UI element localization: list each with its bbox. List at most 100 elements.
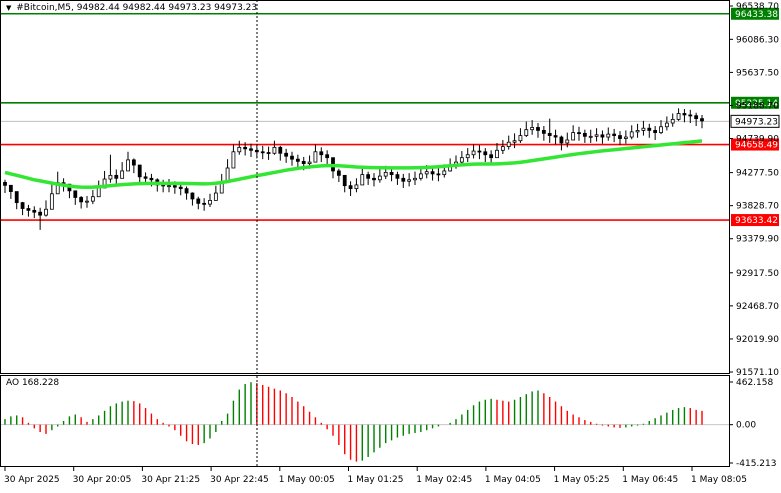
candle-body xyxy=(588,135,593,138)
candle-body xyxy=(3,181,7,186)
candle-body xyxy=(688,114,693,117)
candle-body xyxy=(682,113,687,116)
candle-body xyxy=(178,186,183,190)
candle-body xyxy=(196,198,201,204)
candle-body xyxy=(606,133,611,138)
candle-body xyxy=(670,118,675,124)
time-tick-label: 30 Apr 2025 xyxy=(4,475,60,485)
candle-body xyxy=(90,196,95,202)
candle-body xyxy=(149,177,154,181)
candle-body xyxy=(483,151,488,156)
candle-body xyxy=(495,149,499,159)
candle-body xyxy=(237,146,242,153)
candle-body xyxy=(594,134,599,137)
candle-body xyxy=(85,200,89,203)
candle-body xyxy=(694,115,699,120)
price-tick-label: 94739.90 xyxy=(736,135,779,145)
level-price-label: 93633.42 xyxy=(735,216,778,226)
candle-body xyxy=(14,191,19,204)
candle-body xyxy=(137,164,142,178)
price-tick-label: 93828.70 xyxy=(736,202,779,212)
moving-average-series xyxy=(4,139,703,190)
candle-body xyxy=(202,202,207,205)
candle-body xyxy=(32,209,37,213)
candle-body xyxy=(172,185,177,188)
ao-tick-label: -415.213 xyxy=(736,459,776,469)
candle-body xyxy=(167,185,171,188)
candle-body xyxy=(313,151,318,163)
price-tick-label: 96086.30 xyxy=(736,35,779,45)
candle-body xyxy=(190,192,195,200)
level-price-tag xyxy=(731,214,779,227)
candle-body xyxy=(512,140,517,143)
candle-body xyxy=(260,151,265,154)
candle-body xyxy=(547,132,552,136)
last-price-label: 94973.23 xyxy=(735,117,778,127)
candle-body xyxy=(541,130,546,134)
candle-body xyxy=(553,135,558,138)
price-tick-label: 96538.70 xyxy=(736,2,779,12)
candle-body xyxy=(295,158,300,162)
candle-body xyxy=(647,127,652,131)
moving-average-line xyxy=(4,139,703,190)
candle-body xyxy=(700,118,704,122)
ohlc-values: 94982.44 94982.44 94973.23 94973.23 xyxy=(76,3,258,13)
time-tick-label: 1 May 08:05 xyxy=(691,475,747,485)
horizontal-levels: 96433.38 95225.14 94658.49 93633.42 94973.23 xyxy=(1,7,780,227)
ao-chart-frame xyxy=(0,375,730,467)
candle-body xyxy=(108,174,113,180)
candle-body xyxy=(477,150,482,153)
candle-body xyxy=(577,132,581,135)
candle-body xyxy=(530,127,535,131)
candle-body xyxy=(79,197,84,203)
ao-indicator-label: AO 168.228 xyxy=(6,378,60,388)
price-tick-label: 95188.70 xyxy=(736,101,779,111)
candle-body xyxy=(377,175,382,181)
candle-body xyxy=(407,179,412,182)
candle-body xyxy=(278,146,283,154)
candle-body xyxy=(38,211,43,216)
candle-body xyxy=(424,171,429,175)
candle-body xyxy=(623,136,628,139)
dropdown-arrow-icon[interactable]: ▼ xyxy=(6,4,12,12)
candle-body xyxy=(249,148,253,151)
candle-body xyxy=(436,173,441,176)
candle-body xyxy=(518,135,523,142)
candle-body xyxy=(254,149,259,153)
candle-body xyxy=(676,113,681,120)
time-axis: 30 Apr 2025 30 Apr 20:05 30 Apr 21:25 30 Ap… xyxy=(4,467,747,485)
time-tick-label: 1 May 00:05 xyxy=(279,475,335,485)
price-tick-label: 95637.50 xyxy=(736,68,779,78)
candle-body xyxy=(243,146,248,150)
candle-body xyxy=(161,184,166,187)
price-tick-label: 92468.70 xyxy=(736,302,779,312)
candle-body xyxy=(360,174,365,186)
candle-body xyxy=(114,174,119,179)
candle-body xyxy=(582,132,587,137)
candle-body xyxy=(143,176,148,179)
candle-body xyxy=(559,136,564,144)
candle-body xyxy=(96,187,101,198)
candle-body xyxy=(459,157,464,163)
candle-body xyxy=(342,174,347,187)
candle-body xyxy=(44,208,48,216)
candle-body xyxy=(20,202,25,209)
symbol-label: #Bitcoin,M5 xyxy=(16,3,72,13)
ao-tick-label: 0.00 xyxy=(736,421,756,431)
last-price-tag xyxy=(730,114,780,128)
candle-body xyxy=(629,131,634,138)
candle-body xyxy=(659,126,663,134)
candle-body xyxy=(120,170,125,179)
candle-body xyxy=(366,174,371,179)
candle-body xyxy=(307,161,312,164)
time-tick-label: 30 Apr 20:05 xyxy=(73,475,132,485)
level-price-label: 96433.38 xyxy=(735,10,778,20)
candle-body xyxy=(418,173,423,179)
candle-body xyxy=(489,154,494,159)
candle-body xyxy=(301,160,306,164)
candle-body xyxy=(325,154,330,159)
candle-body xyxy=(383,172,388,177)
ao-histogram xyxy=(1,382,729,462)
